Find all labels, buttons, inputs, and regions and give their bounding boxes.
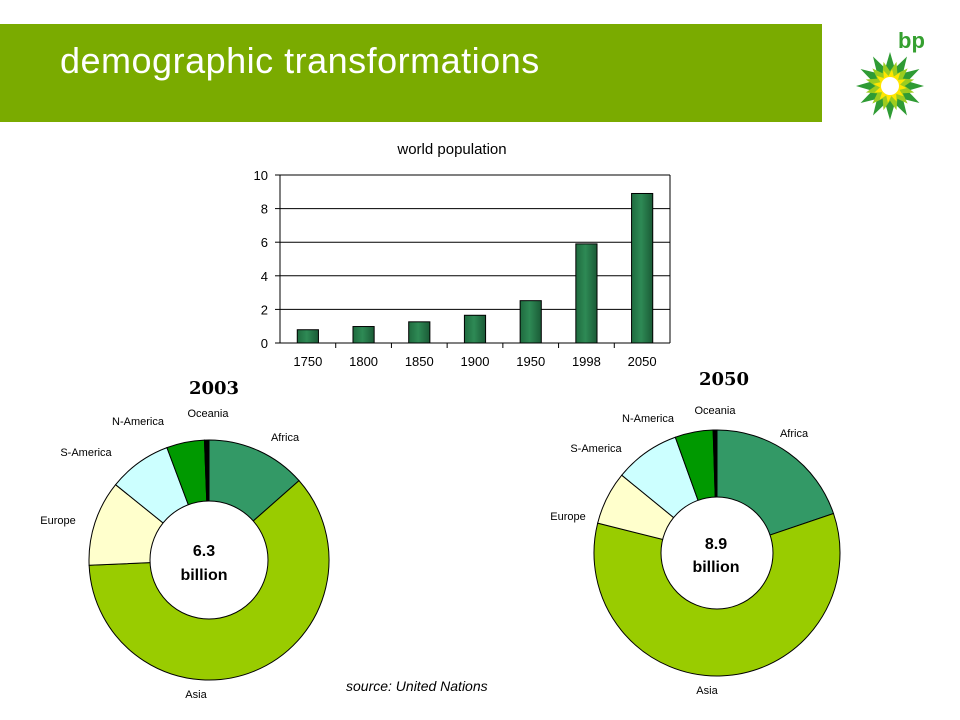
bar-2050 bbox=[631, 192, 654, 344]
x-tick-label: 1750 bbox=[293, 354, 322, 369]
slice-label-oceania: Oceania bbox=[695, 405, 737, 417]
donut-2003-center-value: 6.3 bbox=[193, 543, 215, 560]
bar-1800 bbox=[352, 326, 375, 344]
y-tick-label: 6 bbox=[261, 235, 268, 250]
slice-europe bbox=[597, 474, 718, 554]
y-tick-label: 4 bbox=[261, 269, 268, 284]
x-tick-label: 1900 bbox=[461, 354, 490, 369]
slice-europe bbox=[88, 483, 211, 566]
x-tick-label: 1800 bbox=[349, 354, 378, 369]
slice-asia bbox=[593, 512, 841, 677]
slice-label-europe: Europe bbox=[40, 515, 75, 527]
donut-2050-center-unit: billion bbox=[692, 559, 739, 576]
y-tick-label: 0 bbox=[261, 336, 268, 351]
y-tick-label: 8 bbox=[261, 202, 268, 217]
x-tick-label: 1850 bbox=[405, 354, 434, 369]
donut-2050-hole bbox=[660, 496, 774, 610]
slice-n-america bbox=[674, 429, 718, 554]
x-tick-label: 1950 bbox=[516, 354, 545, 369]
slice-label-africa: Africa bbox=[271, 432, 300, 444]
slice-label-s-america: S-America bbox=[60, 447, 112, 459]
bar-chart-title: world population bbox=[396, 141, 506, 158]
donut-2003-title: 2003 bbox=[189, 378, 239, 399]
slice-africa bbox=[716, 429, 835, 554]
slice-n-america bbox=[166, 439, 210, 561]
bar-1750 bbox=[296, 329, 319, 344]
donut-2003-center-unit: billion bbox=[180, 567, 227, 584]
slice-s-america bbox=[621, 436, 719, 555]
page-title: demographic transformations bbox=[60, 40, 540, 81]
donut-2050-center-value: 8.9 bbox=[705, 536, 727, 553]
x-tick-label: 2050 bbox=[628, 354, 657, 369]
slice-oceania bbox=[203, 439, 210, 561]
slice-label-europe: Europe bbox=[550, 511, 585, 523]
logo-text: bp bbox=[898, 28, 925, 53]
donut-2003-hole bbox=[149, 500, 269, 620]
x-tick-label: 1998 bbox=[572, 354, 601, 369]
source-note: source: United Nations bbox=[346, 678, 488, 694]
helios-icon bbox=[856, 52, 924, 120]
title-bar bbox=[0, 24, 822, 122]
slice-label-n-america: N-America bbox=[112, 416, 165, 428]
slice-label-s-america: S-America bbox=[570, 443, 622, 455]
bar-1998 bbox=[575, 243, 598, 344]
slice-label-asia: Asia bbox=[696, 685, 718, 697]
slice-oceania bbox=[712, 429, 718, 554]
bp-logo: bp bbox=[850, 28, 934, 124]
slice-label-oceania: Oceania bbox=[188, 408, 230, 420]
y-tick-label: 2 bbox=[261, 302, 268, 317]
bar-1950 bbox=[519, 300, 542, 344]
bar-1850 bbox=[408, 321, 431, 344]
slice-s-america bbox=[114, 446, 211, 562]
slice-label-africa: Africa bbox=[780, 428, 809, 440]
donut-2050-title: 2050 bbox=[699, 369, 749, 390]
slice-label-n-america: N-America bbox=[622, 413, 675, 425]
y-tick-label: 10 bbox=[254, 168, 268, 183]
slice-asia bbox=[88, 479, 330, 681]
slice-africa bbox=[208, 439, 300, 562]
bar-1900 bbox=[463, 314, 487, 344]
slice-label-asia: Asia bbox=[185, 689, 207, 701]
